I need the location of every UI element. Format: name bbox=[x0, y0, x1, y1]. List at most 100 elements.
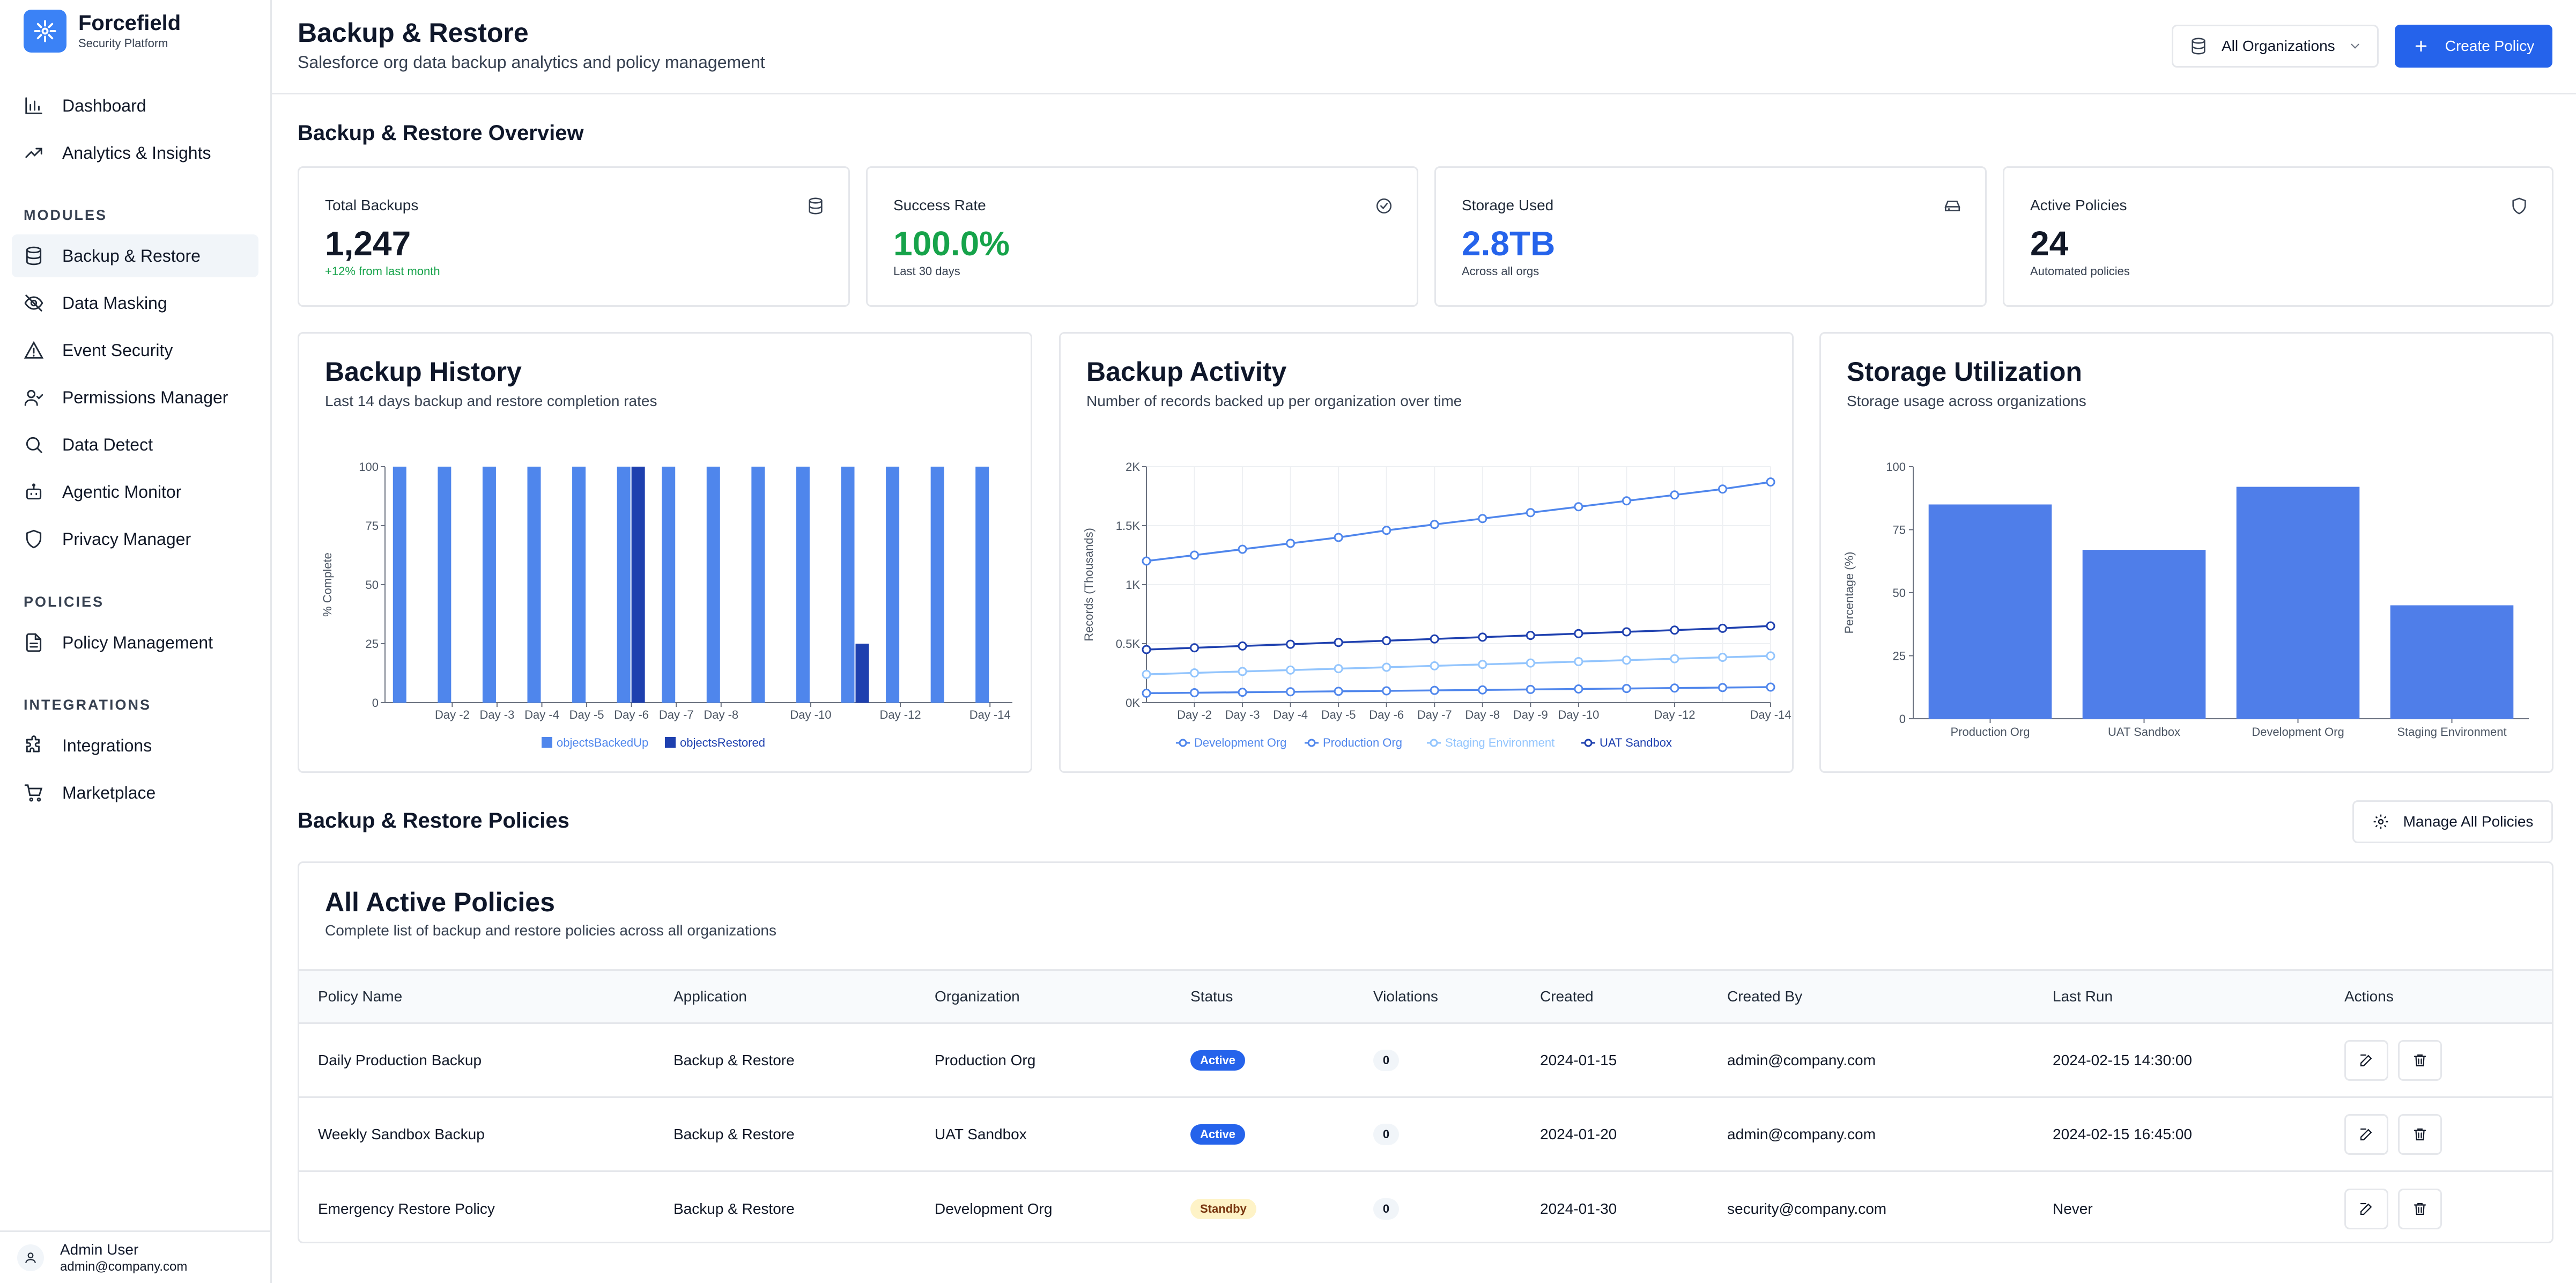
bar-objectsBackedUp bbox=[706, 467, 720, 703]
point-Development Org bbox=[1334, 533, 1343, 542]
series-line-Production Org bbox=[1146, 686, 1771, 695]
policy-application: Backup & Restore bbox=[673, 1051, 795, 1068]
organization-select[interactable]: All Organizations bbox=[2172, 25, 2379, 68]
point-Production Org bbox=[1334, 687, 1343, 696]
violations-count: 0 bbox=[1373, 1049, 1399, 1071]
point-UAT Sandbox bbox=[1766, 621, 1775, 631]
nav-item-marketplace[interactable]: Marketplace bbox=[12, 771, 258, 814]
x-tick-label: Day -5 bbox=[1321, 708, 1356, 721]
brand[interactable]: Forcefield Security Platform bbox=[24, 10, 181, 53]
edit-button[interactable] bbox=[2344, 1039, 2388, 1081]
x-tick-label: Day -6 bbox=[614, 708, 649, 721]
policy-last-run: 2024-02-15 14:30:00 bbox=[2053, 1051, 2192, 1068]
point-Production Org bbox=[1574, 684, 1583, 694]
violations-count: 0 bbox=[1373, 1123, 1399, 1145]
policies-card-subtitle: Complete list of backup and restore poli… bbox=[325, 922, 776, 939]
overview-title: Backup & Restore Overview bbox=[298, 121, 584, 145]
point-Production Org bbox=[1430, 685, 1439, 695]
manage-all-policies-button[interactable]: Manage All Policies bbox=[2352, 800, 2553, 843]
policy-created: 2024-01-20 bbox=[1540, 1125, 1617, 1142]
nav-item-dashboard[interactable]: Dashboard bbox=[12, 84, 258, 127]
user-profile[interactable]: Admin User admin@company.com bbox=[0, 1230, 272, 1283]
nav-item-privacy-manager[interactable]: Privacy Manager bbox=[12, 518, 258, 561]
x-tick-label: Day -12 bbox=[1654, 708, 1695, 721]
puzzle-icon bbox=[26, 735, 40, 753]
policy-last-run: Never bbox=[2053, 1200, 2093, 1217]
table-row[interactable]: Daily Production Backup Backup & Restore… bbox=[299, 1024, 2552, 1098]
y-tick-label: 100 bbox=[1886, 460, 1906, 474]
stat-value: 1,247 bbox=[325, 224, 411, 263]
y-tick-label: 25 bbox=[1893, 650, 1906, 663]
nav-item-backup-restore[interactable]: Backup & Restore bbox=[12, 234, 258, 277]
point-Development Org bbox=[1238, 544, 1247, 554]
point-UAT Sandbox bbox=[1622, 627, 1631, 637]
point-UAT Sandbox bbox=[1190, 643, 1200, 653]
chart-title: Storage Utilization bbox=[1847, 357, 2082, 387]
nav-item-analytics[interactable]: Analytics & Insights bbox=[12, 131, 258, 174]
nav-item-integrations[interactable]: Integrations bbox=[12, 724, 258, 767]
chart-subtitle: Last 14 days backup and restore completi… bbox=[325, 393, 657, 409]
delete-button[interactable] bbox=[2398, 1189, 2442, 1229]
point-Staging Environment bbox=[1382, 662, 1391, 672]
y-axis-label: Percentage (%) bbox=[1842, 552, 1856, 634]
point-Development Org bbox=[1190, 550, 1200, 560]
point-Staging Environment bbox=[1670, 654, 1679, 663]
policy-created-by: admin@company.com bbox=[1727, 1051, 1876, 1068]
chevron-down-icon bbox=[2351, 43, 2359, 49]
edit-icon bbox=[2360, 1128, 2372, 1140]
edit-button[interactable] bbox=[2344, 1189, 2388, 1229]
nav-item-label: Data Detect bbox=[62, 434, 153, 454]
stat-card-storage-used: Storage Used 2.8TB Across all orgs bbox=[1434, 166, 1987, 307]
check-circle-icon bbox=[1376, 198, 1392, 214]
point-Staging Environment bbox=[1286, 665, 1296, 675]
stat-note: Across all orgs bbox=[1462, 264, 1539, 278]
nav-item-agentic-monitor[interactable]: Agentic Monitor bbox=[12, 470, 258, 513]
hard-drive-icon bbox=[1944, 201, 1960, 211]
bar-UAT Sandbox bbox=[2082, 550, 2206, 719]
y-tick-label: 75 bbox=[366, 519, 379, 533]
x-tick-label: Day -8 bbox=[1465, 708, 1500, 721]
manage-all-policies-label: Manage All Policies bbox=[2403, 813, 2534, 830]
column-header: Status bbox=[1190, 988, 1233, 1005]
user-check-icon bbox=[24, 389, 43, 406]
delete-button[interactable] bbox=[2398, 1114, 2442, 1155]
nav-item-permissions-manager[interactable]: Permissions Manager bbox=[12, 376, 258, 419]
table-row[interactable]: Emergency Restore Policy Backup & Restor… bbox=[299, 1172, 2552, 1242]
point-UAT Sandbox bbox=[1670, 625, 1679, 635]
nav-item-event-security[interactable]: Event Security bbox=[12, 329, 258, 372]
stat-card-total-backups: Total Backups 1,247 +12% from last month bbox=[298, 166, 850, 307]
point-UAT Sandbox bbox=[1382, 636, 1391, 645]
x-tick-label: Day -3 bbox=[1225, 708, 1260, 721]
stat-value: 24 bbox=[2030, 224, 2069, 263]
backup-activity-chart: 0K 0.5K 1K 1.5K 2K Records (Thousands) Day -2 D… bbox=[1082, 460, 1792, 749]
policy-organization: Production Org bbox=[935, 1051, 1036, 1068]
create-policy-button[interactable]: Create Policy bbox=[2395, 25, 2552, 68]
table-row[interactable]: Weekly Sandbox Backup Backup & Restore U… bbox=[299, 1098, 2552, 1172]
nav-item-data-detect[interactable]: Data Detect bbox=[12, 423, 258, 466]
nav-item-data-masking[interactable]: Data Masking bbox=[12, 282, 258, 325]
policy-created-by: security@company.com bbox=[1727, 1200, 1887, 1217]
stat-label: Storage Used bbox=[1462, 197, 1554, 213]
point-Development Org bbox=[1622, 496, 1631, 506]
edit-button[interactable] bbox=[2344, 1114, 2388, 1155]
organization-select-value: All Organizations bbox=[2222, 38, 2335, 54]
page-title: Backup & Restore bbox=[298, 18, 529, 48]
nav-item-label: Data Masking bbox=[62, 293, 167, 313]
point-Staging Environment bbox=[1766, 651, 1775, 661]
y-tick-label: 0K bbox=[1126, 696, 1140, 710]
nav-item-policy-management[interactable]: Policy Management bbox=[12, 621, 258, 664]
stat-value: 100.0% bbox=[893, 224, 1010, 263]
legend-swatch bbox=[665, 737, 676, 748]
database-icon bbox=[2192, 38, 2205, 55]
delete-button[interactable] bbox=[2398, 1039, 2442, 1081]
user-icon bbox=[25, 1252, 36, 1263]
legend-label: Staging Environment bbox=[1445, 736, 1555, 749]
nav-item-label: Event Security bbox=[62, 340, 173, 360]
status-badge: Active bbox=[1190, 1124, 1246, 1145]
point-UAT Sandbox bbox=[1478, 632, 1487, 642]
point-Development Org bbox=[1286, 539, 1296, 548]
stat-label: Success Rate bbox=[893, 197, 986, 213]
stat-card-success-rate: Success Rate 100.0% Last 30 days bbox=[866, 166, 1418, 307]
bar-objectsBackedUp bbox=[527, 467, 541, 703]
point-UAT Sandbox bbox=[1574, 629, 1583, 638]
